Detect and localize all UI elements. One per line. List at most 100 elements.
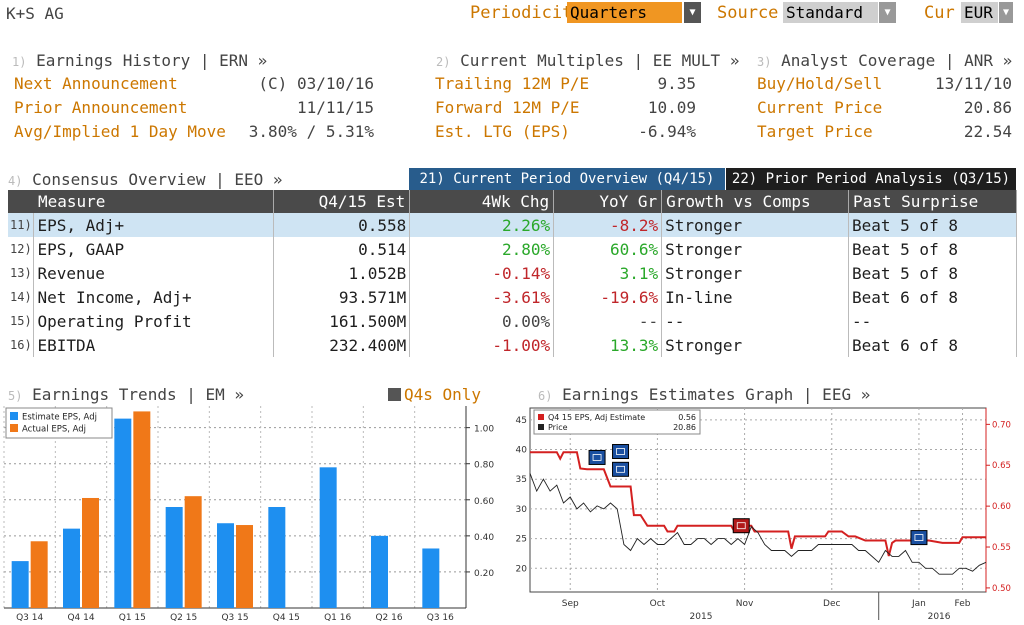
prior-announcement-value: 11/11/15 (296, 98, 374, 117)
x-tick-label: Q4 14 (67, 613, 94, 623)
consensus-overview-link[interactable]: 4) Consensus Overview | EEO » (8, 170, 283, 189)
earnings-trends-title: Earnings Trends | EM » (32, 385, 245, 404)
cell-4wk-chg: -3.61% (409, 285, 555, 309)
left-tick-label: 30 (516, 505, 528, 515)
cell-measure: EPS, Adj+ (33, 213, 275, 237)
marker-glyph-icon (616, 465, 625, 473)
event-marker-blue (910, 530, 928, 546)
bar-actual (30, 541, 48, 608)
event-marker-blue (588, 449, 606, 465)
legend-swatch-estimate (538, 414, 544, 420)
row-index: 12) (8, 237, 35, 261)
analyst-coverage-link[interactable]: 3) Analyst Coverage | ANR » (757, 51, 1012, 70)
year-label: 2015 (690, 612, 713, 622)
legend-swatch-actual (10, 424, 18, 432)
x-tick-label: Nov (736, 599, 754, 609)
currency-dropdown[interactable]: EUR (961, 2, 998, 23)
earnings-history-link[interactable]: 1) Earnings History | ERN » (12, 51, 267, 70)
cell-measure: EPS, GAAP (33, 237, 275, 261)
x-tick-label: Feb (955, 599, 971, 609)
earnings-trends-chart: 0.20 0.40 0.60 0.80 1.00 Q3 14 Q4 14 Q1 15 Q2 15… (3, 406, 494, 623)
currency-label: Cur (924, 3, 955, 23)
col-header-past-surprise[interactable]: Past Surprise (848, 190, 1017, 213)
consensus-overview-title: Consensus Overview | EEO » (32, 170, 283, 189)
cell-past-surprise: Beat 5 of 8 (848, 213, 1017, 237)
tab-prior-period[interactable]: 22) Prior Period Analysis (Q3/15) (726, 168, 1016, 190)
next-announcement-label: Next Announcement (14, 74, 178, 93)
earnings-estimates-chart: 20 25 30 35 40 45 0.50 0.55 0.60 0.65 0.70 Sep Oct No… (516, 407, 1011, 622)
x-tick-label: Oct (650, 599, 666, 609)
forward-pe-value: 10.09 (647, 98, 696, 117)
right-tick-label: 0.70 (992, 420, 1011, 430)
table-row[interactable]: 14) Net Income, Adj+ 93.571M -3.61% -19.6% In… (8, 285, 1017, 309)
current-multiples-link[interactable]: 2) Current Multiples | EE MULT » (436, 51, 739, 70)
left-tick-label: 35 (516, 475, 527, 485)
cell-past-surprise: Beat 5 of 8 (848, 261, 1017, 285)
cell-measure: EBITDA (33, 333, 275, 357)
legend-box (5, 407, 113, 439)
bar-actual (133, 411, 151, 608)
y-tick-label: 0.80 (474, 461, 494, 471)
left-tick-label: 40 (516, 446, 528, 456)
bar-estimate (268, 507, 286, 608)
cell-estimate: 93.571M (273, 285, 411, 309)
checkbox-icon[interactable] (388, 388, 401, 401)
cell-4wk-chg: -1.00% (409, 333, 555, 357)
bar-estimate (165, 507, 183, 608)
top-bar: K+S AG Periodicity Quarters ▼ Source Sta… (0, 0, 1024, 26)
currency-dropdown-arrow-icon[interactable]: ▼ (999, 2, 1013, 23)
section-number: 2) (436, 55, 451, 69)
section-number: 3) (757, 55, 772, 69)
target-price-label: Target Price (757, 122, 873, 141)
marker-glyph-icon (914, 534, 924, 541)
cell-measure: Net Income, Adj+ (33, 285, 275, 309)
bar-estimate (217, 523, 234, 608)
table-row[interactable]: 15) Operating Profit 161.500M 0.00% -- -- -- (8, 309, 1017, 333)
cell-4wk-chg: -0.14% (409, 261, 555, 285)
bar-actual (184, 496, 202, 608)
row-index: 15) (8, 309, 35, 333)
x-tick-label: Dec (823, 599, 840, 609)
section-number: 5) (8, 389, 23, 403)
col-header-growth-vs-comps[interactable]: Growth vs Comps (661, 190, 849, 213)
table-row[interactable]: 16) EBITDA 232.400M -1.00% 13.3% Stronger Beat… (8, 333, 1017, 357)
source-dropdown-arrow-icon[interactable]: ▼ (879, 2, 896, 23)
legend-label-price: Price (548, 423, 568, 432)
col-header-4wk-chg[interactable]: 4Wk Chg (409, 190, 555, 213)
periodicity-dropdown[interactable]: Quarters (567, 2, 682, 23)
legend-box (533, 409, 701, 435)
earnings-trends-link[interactable]: 5) Earnings Trends | EM » (8, 385, 244, 404)
source-dropdown[interactable]: Standard (783, 2, 878, 23)
est-ltg-value: -6.94% (638, 122, 696, 141)
marker-glyph-icon (736, 522, 746, 530)
cell-measure: Operating Profit (33, 309, 275, 333)
earnings-estimates-graph-link[interactable]: 6) Earnings Estimates Graph | EEG » (538, 385, 870, 404)
cell-4wk-chg: 2.26% (409, 213, 555, 237)
current-price-label: Current Price (757, 98, 883, 117)
col-header-estimate[interactable]: Q4/15 Est (273, 190, 411, 213)
periodicity-dropdown-arrow-icon[interactable]: ▼ (684, 2, 701, 23)
table-row[interactable]: 13) Revenue 1.052B -0.14% 3.1% Stronger Beat 5… (8, 261, 1017, 285)
x-tick-label: Sep (562, 599, 579, 609)
consensus-table: Measure Q4/15 Est 4Wk Chg YoY Gr Growth … (8, 190, 1017, 357)
next-announcement-value: (C) 03/10/16 (258, 74, 374, 93)
company-name: K+S AG (6, 4, 64, 23)
bar-estimate (114, 418, 132, 608)
cell-4wk-chg: 2.80% (409, 237, 555, 261)
legend-label-actual: Actual EPS, Adj (22, 425, 86, 435)
periodicity-label: Periodicity (470, 3, 583, 23)
legend-value-price: 20.86 (673, 423, 696, 432)
table-row[interactable]: 11) EPS, Adj+ 0.558 2.26% -8.2% Stronger Beat … (8, 213, 1017, 237)
cell-growth-vs-comps: Stronger (661, 237, 849, 261)
col-header-measure[interactable]: Measure (33, 190, 275, 213)
cell-estimate: 1.052B (273, 261, 411, 285)
y-tick-label: 1.00 (474, 425, 494, 435)
col-header-yoy-gr[interactable]: YoY Gr (553, 190, 663, 213)
table-row[interactable]: 12) EPS, GAAP 0.514 2.80% 60.6% Stronger Beat … (8, 237, 1017, 261)
y-tick-label: 0.20 (474, 569, 494, 579)
earnings-history-title: Earnings History | ERN » (36, 51, 268, 70)
tab-current-period[interactable]: 21) Current Period Overview (Q4/15) (409, 168, 725, 190)
section-number: 6) (538, 389, 553, 403)
right-tick-label: 0.50 (992, 584, 1011, 594)
bar-estimate (11, 561, 29, 608)
